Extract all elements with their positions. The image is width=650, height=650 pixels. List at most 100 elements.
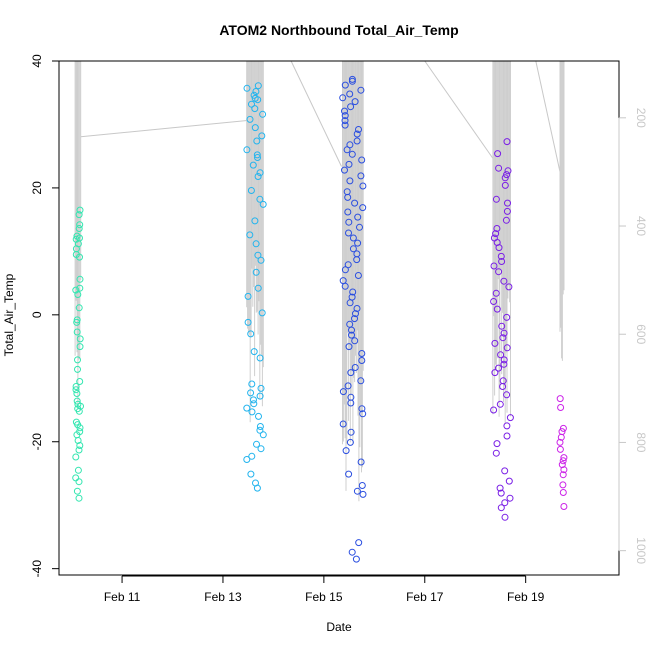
data-point [247,470,255,478]
data-point [248,408,256,416]
data-point [556,395,564,403]
data-point [560,503,568,510]
data-point [76,424,84,432]
y-tick-label: -20 [30,433,44,451]
data-point [501,174,509,182]
transit-line [80,120,248,138]
data-point [493,440,501,448]
data-point [503,171,511,179]
data-point [248,452,256,460]
data-point [504,167,512,175]
data-point [494,150,502,158]
data-point [503,344,511,352]
data-point [503,432,511,440]
data-point [341,266,349,274]
transit-line [424,60,494,159]
data-point [73,328,81,336]
data-point [348,150,356,158]
data-point [250,400,258,408]
x-tick-label: Feb 13 [204,590,242,604]
data-point [254,82,262,90]
data-point [250,91,258,99]
data-point [257,384,265,392]
data-point [492,230,500,238]
data-point [498,258,506,265]
data-point [502,216,510,224]
data-point [76,442,84,449]
data-point [345,218,353,226]
data-point [351,364,359,371]
data-point [75,304,83,312]
data-point [249,161,257,169]
data-point [75,478,83,486]
data-point [500,356,508,364]
data-point [76,206,84,214]
data-point [246,115,254,123]
data-point [349,288,357,296]
data-point [73,318,81,326]
transit-line [290,60,342,167]
data-point [346,299,354,307]
secondary-y-axis: 200 400 600 800 1000 [618,108,648,564]
data-point [358,350,366,357]
data-point [355,126,362,133]
data-point [73,316,81,324]
x-tick-label: Feb 11 [104,590,141,604]
data-point [349,245,357,253]
data-point [503,207,511,215]
data-point [253,137,261,145]
data-point [74,466,82,474]
data-point [75,225,83,232]
data-point [347,399,355,407]
data-point [559,457,567,465]
data-point [354,272,362,279]
data-point [348,77,356,85]
data-point [359,182,367,190]
data-point [504,199,511,207]
x-tick-label: Feb 15 [305,590,343,604]
data-point [257,445,265,453]
data-point [492,195,500,203]
data-point [348,548,356,556]
data-point [557,404,565,411]
data-point [253,151,261,159]
data-point [243,146,251,154]
data-point [357,86,365,94]
data-point [497,504,505,512]
data-point [491,369,499,377]
data-point [256,423,264,430]
data-point [339,94,347,102]
data-point [252,268,260,276]
data-point [348,331,355,339]
data-point [74,356,81,364]
data-point [559,481,567,489]
data-point [351,98,359,106]
data-point [347,428,355,436]
data-point [353,256,361,264]
data-point [490,406,498,414]
data-point [72,286,80,294]
data-point [341,121,349,129]
data-point [559,489,567,496]
data-point [503,391,511,399]
data-point [501,467,509,475]
data-point [76,284,84,292]
secondary-y-tick-label: 800 [634,432,648,452]
data-point [501,181,509,189]
data-point [497,489,505,497]
data-point [259,110,267,118]
data-point [74,437,82,444]
data-point [76,221,84,229]
data-point [503,313,511,321]
data-point [345,160,353,168]
data-point [76,253,83,261]
data-point [73,487,81,495]
data-point [76,343,84,351]
data-point [556,438,564,446]
data-point [492,449,500,457]
secondary-y-tick-label: 200 [634,108,648,128]
data-point [347,369,355,377]
data-point [358,405,366,413]
data-point [493,305,501,313]
data-point [505,477,513,485]
